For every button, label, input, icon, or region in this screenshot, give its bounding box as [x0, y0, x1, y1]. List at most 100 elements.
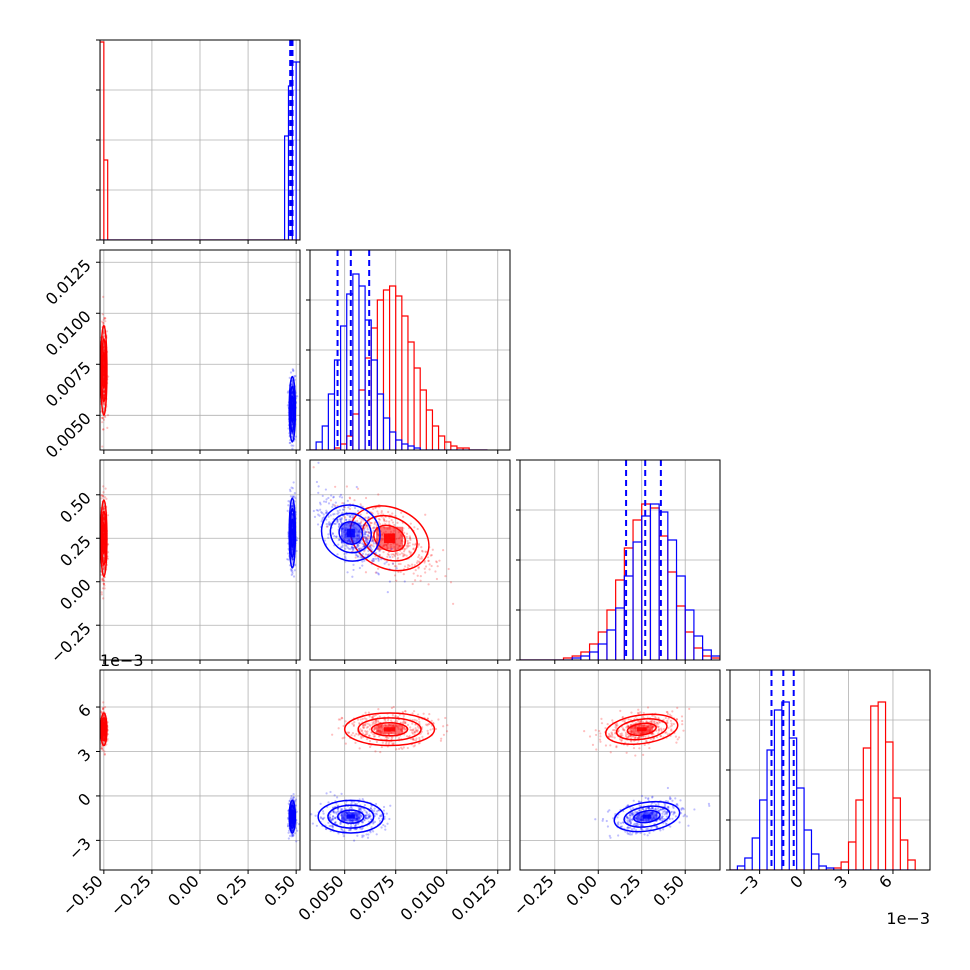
scatter-point — [624, 731, 628, 734]
scatter-point — [387, 510, 390, 514]
scatter-point — [664, 716, 667, 720]
scatter-point — [377, 809, 380, 812]
scatter-point — [342, 835, 345, 838]
scatter-point — [291, 455, 293, 457]
scatter-point — [339, 519, 342, 522]
scatter-point — [415, 730, 418, 733]
scatter-point — [374, 506, 377, 509]
contour-level-3 — [343, 712, 436, 747]
scatter-point — [388, 520, 391, 523]
scatter-point — [354, 553, 358, 557]
scatter-point — [105, 497, 108, 500]
density-peak — [291, 528, 293, 538]
scatter-point — [315, 824, 318, 827]
scatter-point — [393, 523, 396, 527]
scatter-point — [664, 731, 667, 734]
scatter-point — [370, 549, 373, 553]
panel-2-1 — [309, 459, 511, 664]
scatter-point — [620, 739, 623, 742]
scatter-point — [102, 348, 105, 352]
scatter-point — [293, 832, 297, 835]
scatter-point — [290, 569, 293, 572]
y-tick-label: −0.25 — [47, 619, 95, 667]
scatter-point — [405, 735, 409, 738]
scatter-point — [609, 735, 613, 738]
scatter-point — [340, 496, 344, 499]
scatter-point — [417, 555, 420, 559]
scatter-point — [336, 509, 339, 513]
scatter-point — [291, 423, 294, 426]
scatter-point — [420, 546, 423, 549]
scatter-point — [363, 809, 366, 812]
density-peak — [636, 727, 647, 732]
scatter-point — [321, 494, 324, 498]
scatter-point — [398, 553, 402, 556]
scatter-point — [414, 569, 417, 572]
scatter-point — [356, 834, 359, 837]
scatter-point — [374, 552, 377, 555]
scatter-point — [293, 375, 296, 378]
scatter-point — [409, 553, 412, 556]
scatter-point — [383, 518, 386, 522]
scatter-point — [400, 746, 403, 749]
scatter-point — [588, 735, 592, 738]
scatter-point — [337, 511, 340, 514]
scatter-point — [289, 441, 292, 444]
scatter-point — [102, 349, 105, 352]
scatter-point — [358, 798, 361, 801]
scatter-point — [413, 718, 416, 721]
scatter-point — [291, 422, 294, 425]
scatter-point — [361, 820, 364, 823]
scatter-point — [328, 824, 331, 828]
scatter-point — [394, 718, 398, 721]
scatter-point — [417, 542, 421, 546]
scatter-point — [333, 817, 337, 820]
scatter-point — [416, 527, 419, 531]
scatter-point — [659, 808, 663, 811]
scatter-point — [411, 738, 415, 741]
scatter-point — [442, 725, 445, 728]
scatter-point — [402, 553, 405, 556]
scatter-point — [366, 817, 369, 820]
scatter-point — [632, 823, 636, 826]
scatter-point — [394, 714, 397, 718]
scatter-point — [317, 491, 320, 494]
scatter-point — [334, 821, 337, 825]
scatter-point — [403, 580, 406, 583]
histogram-series-1 — [310, 273, 488, 450]
scatter-point — [408, 535, 411, 538]
scatter-point — [362, 723, 365, 727]
scatter-point — [616, 724, 619, 727]
scatter-series-1 — [286, 368, 299, 457]
scatter-point — [104, 317, 107, 320]
scatter-point — [371, 539, 374, 542]
scatter-point — [671, 710, 674, 713]
scatter-point — [102, 507, 105, 510]
scatter-point — [291, 432, 295, 435]
scatter-point — [376, 557, 380, 560]
scatter-point — [102, 318, 105, 321]
scatter-point — [360, 730, 363, 733]
scatter-point — [402, 726, 406, 729]
scatter-point — [658, 721, 662, 724]
scatter-point — [341, 544, 344, 547]
scatter-point — [670, 722, 673, 725]
scatter-point — [366, 730, 369, 733]
scatter-point — [355, 732, 358, 736]
density-peak — [346, 528, 355, 538]
scatter-point — [368, 813, 371, 816]
scatter-point — [402, 554, 405, 557]
scatter-point — [102, 707, 105, 710]
scatter-point — [624, 733, 628, 736]
scatter-point — [324, 488, 327, 491]
scatter-point — [598, 738, 602, 741]
panel-content — [312, 461, 455, 605]
histogram-series-1 — [520, 503, 720, 660]
scatter-point — [421, 550, 424, 553]
scatter-point — [334, 501, 337, 504]
scatter-point — [408, 735, 411, 738]
scatter-point — [327, 496, 330, 500]
scatter-point — [626, 804, 629, 807]
scatter-point — [323, 539, 327, 542]
scatter-point — [617, 729, 620, 732]
